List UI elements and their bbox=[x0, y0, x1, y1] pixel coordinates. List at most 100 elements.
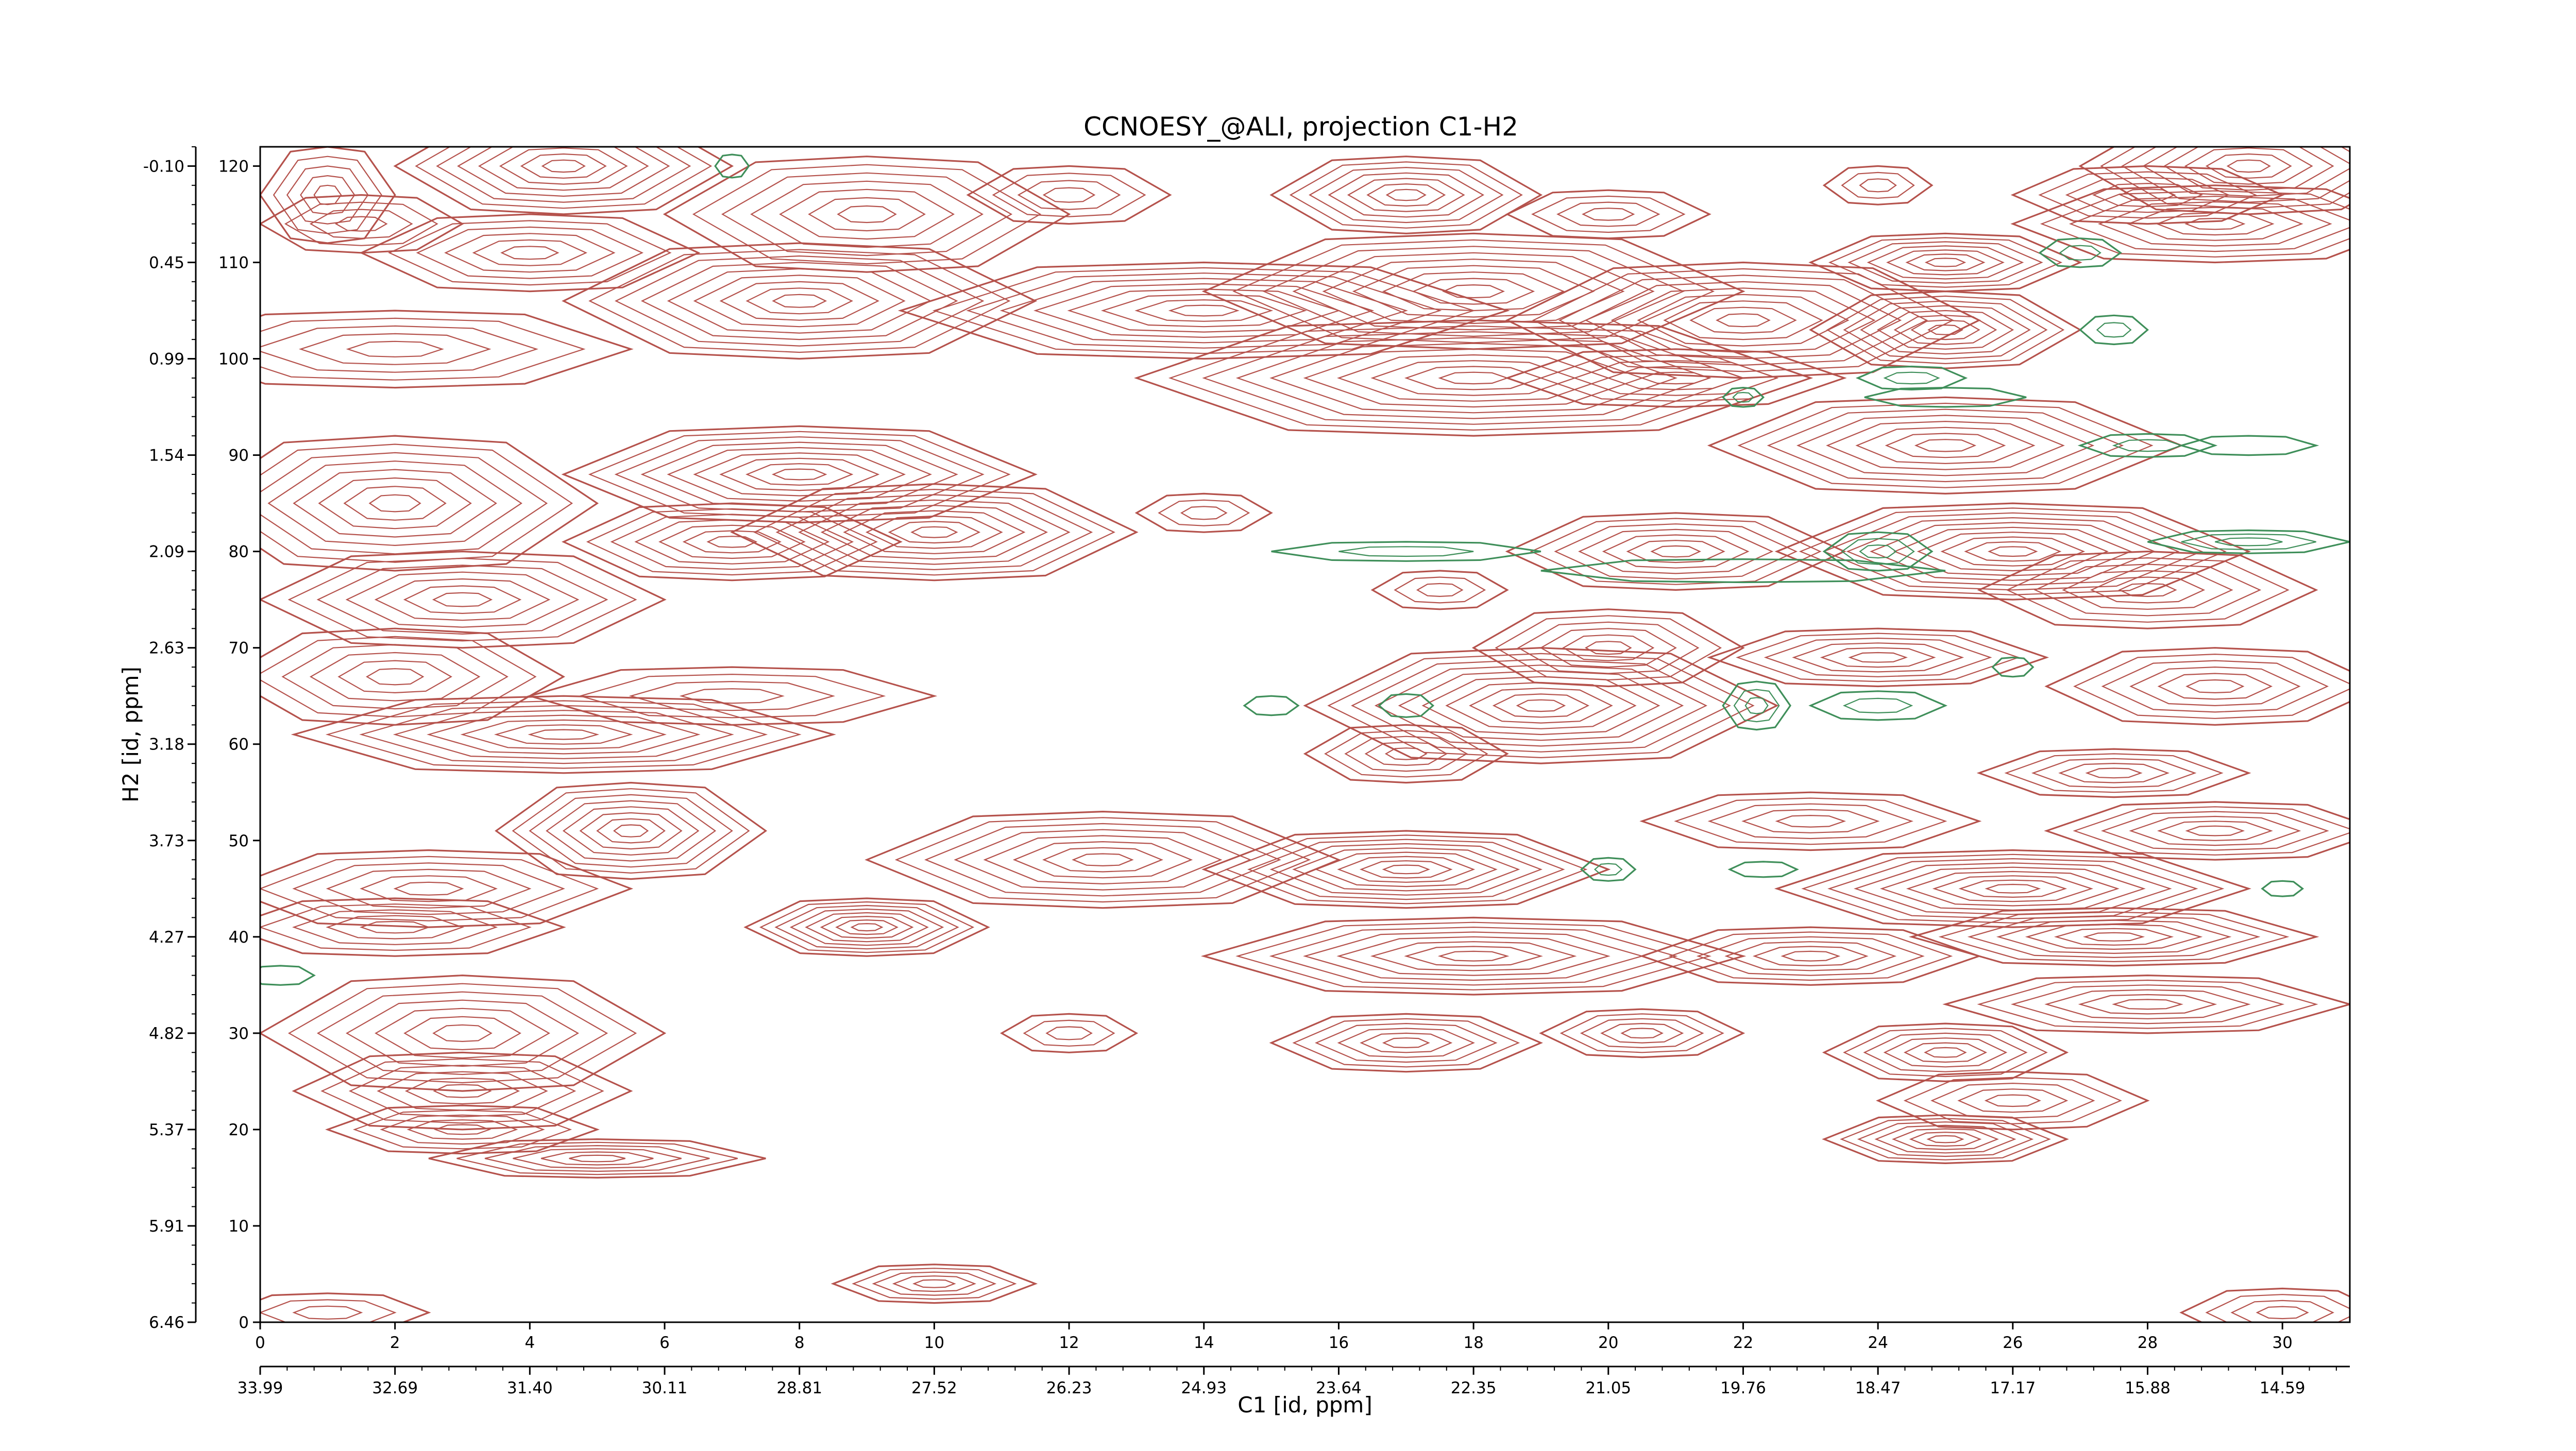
y-ppm-tick-label: 3.18 bbox=[149, 736, 184, 754]
positive-contour-level bbox=[1045, 1026, 1093, 1040]
y-ppm-tick-label: 5.37 bbox=[149, 1121, 184, 1139]
x-ppm-tick-label: 19.76 bbox=[1720, 1379, 1766, 1397]
positive-contour-level bbox=[1398, 670, 1684, 741]
positive-contour-level bbox=[2010, 184, 2350, 264]
positive-contour-level bbox=[428, 1138, 766, 1179]
positive-contour-level bbox=[2205, 153, 2292, 179]
positive-peak bbox=[260, 310, 634, 389]
positive-contour-level bbox=[562, 242, 1038, 360]
positive-contour-level bbox=[2127, 207, 2303, 241]
positive-contour-level bbox=[1437, 950, 1510, 962]
positive-contour-level bbox=[1235, 921, 1712, 991]
y-ppm-tick-label: 0.99 bbox=[149, 350, 184, 369]
positive-contour-level bbox=[1394, 576, 1486, 604]
y-index-tick-label: 40 bbox=[229, 928, 249, 947]
positive-contour-level bbox=[1530, 518, 1822, 585]
positive-contour-level bbox=[343, 486, 447, 521]
positive-contour-level bbox=[779, 189, 955, 240]
positive-contour-level bbox=[634, 519, 830, 565]
positive-contour-level bbox=[1225, 834, 1588, 904]
positive-contour-level bbox=[1826, 420, 2065, 470]
positive-contour-level bbox=[1827, 858, 2198, 919]
positive-peak bbox=[260, 974, 667, 1092]
positive-contour-level bbox=[298, 333, 492, 365]
positive-contour-level bbox=[293, 469, 497, 538]
negative-peak bbox=[2261, 880, 2304, 897]
negative-peak bbox=[2038, 237, 2122, 268]
negative-contour-level bbox=[1540, 558, 1946, 584]
positive-contour-level bbox=[267, 460, 522, 547]
positive-contour-level bbox=[1886, 249, 2005, 276]
y-ppm-tick-label: 3.73 bbox=[149, 832, 184, 850]
positive-contour-level bbox=[1843, 1028, 2048, 1078]
positive-contour-level bbox=[2112, 999, 2183, 1010]
positive-contour-level bbox=[596, 818, 666, 844]
positive-contour-level bbox=[1879, 866, 2146, 911]
y-ppm-tick-label: 4.82 bbox=[149, 1025, 184, 1043]
negative-contour-level bbox=[2059, 245, 2102, 261]
positive-peak bbox=[495, 781, 768, 880]
positive-contour-level bbox=[1412, 278, 1535, 305]
positive-contour-level bbox=[750, 180, 984, 248]
positive-contour-level bbox=[309, 652, 481, 702]
positive-contour-level bbox=[359, 920, 431, 934]
positive-contour-level bbox=[2101, 660, 2329, 713]
positive-contour-level bbox=[1370, 570, 1509, 610]
positive-contour-level bbox=[1926, 1135, 1964, 1143]
negative-peak bbox=[1721, 386, 1765, 408]
positive-contour-level bbox=[562, 806, 700, 856]
positive-contour-level bbox=[281, 644, 509, 710]
positive-contour-level bbox=[775, 494, 1093, 571]
positive-contour-level bbox=[1382, 271, 1565, 312]
negative-contour-level bbox=[1271, 541, 1541, 562]
positive-contour-level bbox=[2185, 679, 2245, 694]
positive-contour-level bbox=[1876, 1071, 2150, 1131]
positive-contour-level bbox=[658, 524, 806, 559]
positive-contour-level bbox=[1289, 161, 1523, 229]
positive-contour-level bbox=[774, 904, 959, 950]
positive-contour-level bbox=[2142, 147, 2350, 197]
positive-peak bbox=[999, 1013, 1139, 1053]
positive-contour-level bbox=[1492, 693, 1589, 718]
positive-contour-level bbox=[1650, 545, 1701, 558]
positive-contour-level bbox=[292, 1051, 633, 1131]
y-index-tick-label: 30 bbox=[229, 1025, 249, 1043]
positive-peak bbox=[1201, 232, 1745, 350]
positive-contour-level bbox=[1017, 180, 1121, 210]
positive-contour-level bbox=[260, 317, 586, 381]
positive-contour-level bbox=[345, 571, 580, 628]
positive-peak bbox=[561, 425, 1038, 524]
positive-contour-level bbox=[992, 173, 1146, 217]
positive-contour-level bbox=[1292, 252, 1655, 331]
contour-layer bbox=[260, 147, 2350, 1322]
positive-contour-level bbox=[1606, 366, 1745, 390]
positive-contour-level bbox=[1822, 165, 1934, 206]
positive-contour-level bbox=[287, 557, 637, 642]
positive-contour-level bbox=[1072, 853, 1134, 867]
negative-contour-level bbox=[2181, 533, 2316, 551]
positive-contour-level bbox=[406, 1119, 518, 1140]
positive-contour-level bbox=[1292, 847, 1520, 892]
positive-contour-level bbox=[541, 159, 586, 173]
positive-contour-level bbox=[852, 1268, 1017, 1300]
positive-contour-level bbox=[753, 488, 1115, 576]
positive-peak bbox=[562, 242, 1038, 360]
positive-contour-level bbox=[2006, 557, 2290, 623]
positive-contour-level bbox=[789, 908, 944, 946]
positive-contour-level bbox=[667, 447, 933, 502]
positive-contour-level bbox=[2082, 932, 2145, 942]
positive-peak bbox=[1539, 1008, 1745, 1059]
positive-contour-level bbox=[527, 666, 938, 726]
x-ppm-tick-label: 23.64 bbox=[1316, 1379, 1362, 1397]
positive-contour-level bbox=[892, 1275, 976, 1292]
positive-contour-level bbox=[1200, 916, 1747, 996]
negative-contour-level bbox=[1722, 680, 1791, 731]
positive-contour-level bbox=[393, 881, 464, 896]
positive-contour-level bbox=[730, 483, 1139, 582]
x-index-tick-label: 4 bbox=[524, 1334, 535, 1352]
negative-contour-level bbox=[2215, 537, 2283, 547]
positive-contour-level bbox=[1822, 1022, 2069, 1083]
y-ppm-tick-label: 2.63 bbox=[149, 639, 184, 658]
positive-contour-level bbox=[292, 862, 565, 915]
negative-peak bbox=[1243, 695, 1300, 716]
